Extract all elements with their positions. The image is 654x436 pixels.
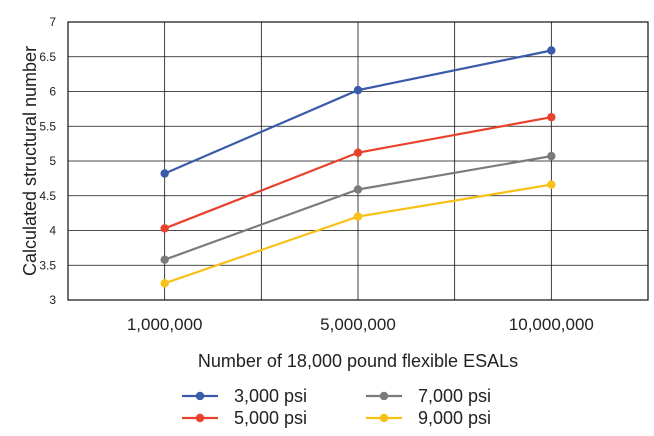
y-tick-label: 4 [49,224,56,238]
data-point [160,279,168,287]
x-axis-title: Number of 18,000 pound flexible ESALs [198,351,518,371]
legend-label: 9,000 psi [418,408,491,428]
y-tick-label: 3.5 [39,258,56,272]
legend-swatch-marker [196,414,204,422]
y-tick-label: 6 [49,85,56,99]
data-point [547,152,555,160]
y-tick-label: 3 [49,293,56,307]
data-point [547,113,555,121]
y-tick-label: 6.5 [39,50,56,64]
legend-label: 7,000 psi [418,386,491,406]
x-tick-label: 10,000,000 [509,315,594,334]
data-point [160,169,168,177]
x-tick-label: 1,000,000 [127,315,203,334]
data-point [354,185,362,193]
legend-item: 5,000 psi [182,408,307,428]
y-tick-label: 5 [49,154,56,168]
data-point [160,224,168,232]
x-tick-labels: 1,000,000 5,000,000 10,000,000 [127,315,594,334]
data-point [547,180,555,188]
y-tick-labels: 3 3.5 4 4.5 5 5.5 6 6.5 7 [39,15,56,307]
legend-item: 7,000 psi [366,386,491,406]
legend-label: 5,000 psi [234,408,307,428]
data-point [354,86,362,94]
data-point [160,255,168,263]
legend-swatch-marker [380,414,388,422]
data-point [354,212,362,220]
y-tick-label: 4.5 [39,189,56,203]
legend-label: 3,000 psi [234,386,307,406]
legend-item: 3,000 psi [182,386,307,406]
legend-swatch-marker [380,392,388,400]
data-point [354,148,362,156]
y-axis-title: Calculated structural number [20,46,40,276]
legend-item: 9,000 psi [366,408,491,428]
legend-swatch-marker [196,392,204,400]
x-tick-label: 5,000,000 [320,315,396,334]
y-tick-label: 5.5 [39,119,56,133]
y-tick-label: 7 [49,15,56,29]
data-point [547,46,555,54]
